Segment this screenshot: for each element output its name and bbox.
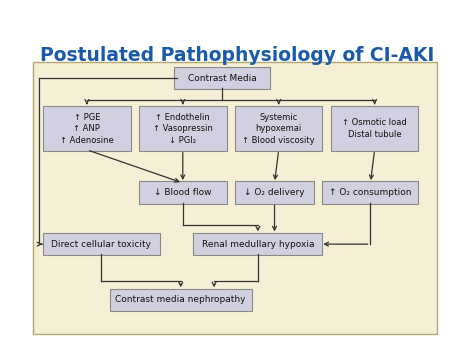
Text: Postulated Pathophysiology of CI-AKI: Postulated Pathophysiology of CI-AKI (40, 46, 434, 65)
FancyBboxPatch shape (43, 233, 160, 256)
FancyBboxPatch shape (235, 106, 322, 151)
FancyBboxPatch shape (331, 106, 419, 151)
Text: Direct cellular toxicity: Direct cellular toxicity (52, 240, 152, 248)
Text: ↑ PGE
↑ ANP
↑ Adenosine: ↑ PGE ↑ ANP ↑ Adenosine (60, 113, 114, 144)
FancyBboxPatch shape (110, 289, 252, 311)
Text: Renal medullary hypoxia: Renal medullary hypoxia (201, 240, 314, 248)
FancyBboxPatch shape (43, 106, 131, 151)
FancyBboxPatch shape (193, 233, 322, 256)
Text: ↑ Endothelin
↑ Vasopressin
↓ PGI₂: ↑ Endothelin ↑ Vasopressin ↓ PGI₂ (153, 113, 213, 144)
FancyBboxPatch shape (174, 67, 270, 89)
Text: ↓ O₂ delivery: ↓ O₂ delivery (244, 188, 305, 197)
Text: ↑ Osmotic load
Distal tubule: ↑ Osmotic load Distal tubule (342, 119, 407, 139)
FancyBboxPatch shape (139, 181, 227, 204)
FancyBboxPatch shape (139, 106, 227, 151)
FancyBboxPatch shape (33, 62, 437, 334)
Text: ↑ O₂ consumption: ↑ O₂ consumption (329, 188, 412, 197)
FancyBboxPatch shape (322, 181, 419, 204)
Text: Contrast media nephropathy: Contrast media nephropathy (116, 295, 246, 305)
Text: Systemic
hypoxemai
↑ Blood viscosity: Systemic hypoxemai ↑ Blood viscosity (242, 113, 315, 144)
Text: Contrast Media: Contrast Media (188, 73, 257, 83)
Text: ↓ Blood flow: ↓ Blood flow (154, 188, 211, 197)
FancyBboxPatch shape (235, 181, 314, 204)
